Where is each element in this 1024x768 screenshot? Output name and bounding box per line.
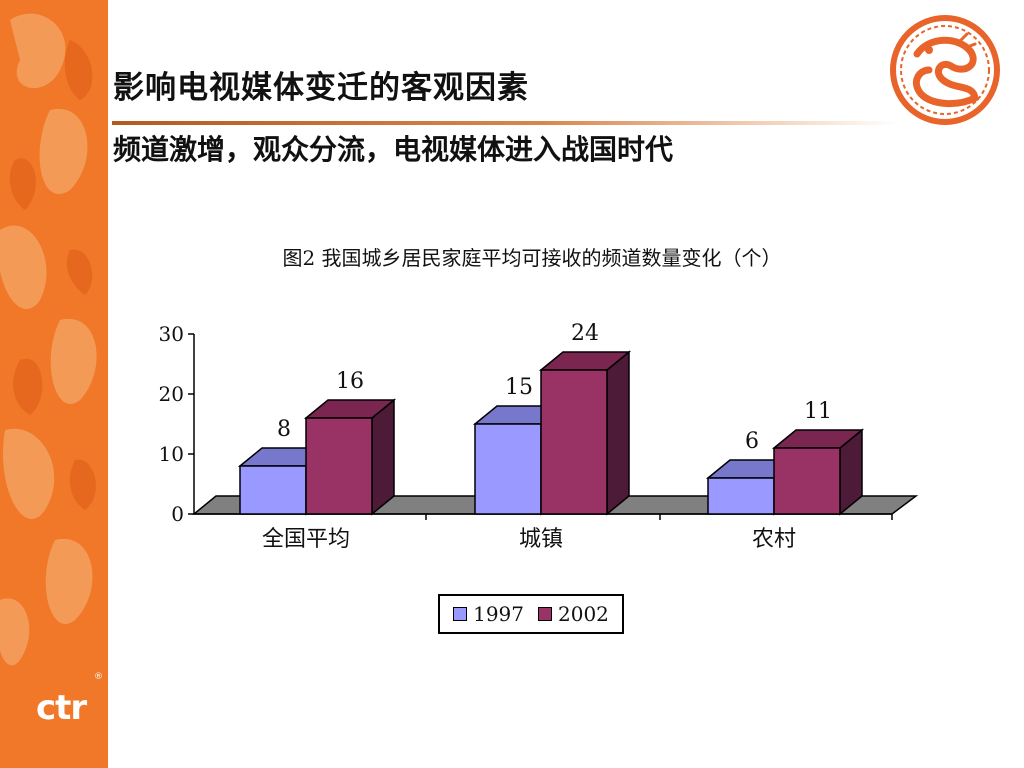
slide-title: 影响电视媒体变迁的客观因素 xyxy=(113,70,529,106)
data-label-全国平均-1997: 8 xyxy=(277,417,291,442)
chart-title: 图2 我国城乡居民家庭平均可接收的频道数量变化（个） xyxy=(282,246,782,270)
bar-全国平均-2002 xyxy=(303,398,397,516)
legend-item-1997: 1997 xyxy=(453,602,524,626)
data-label-农村-1997: 6 xyxy=(745,429,759,454)
y-tick-label: 0 xyxy=(171,502,184,526)
data-label-全国平均-2002: 16 xyxy=(336,369,364,394)
bar-城镇-2002 xyxy=(538,350,632,516)
bar-农村-2002 xyxy=(771,428,865,516)
x-category-label-2: 农村 xyxy=(752,527,796,552)
data-label-城镇-1997: 15 xyxy=(505,375,533,400)
legend-swatch-2002 xyxy=(538,607,552,621)
chart-legend: 1997 2002 xyxy=(438,594,624,634)
registered-mark: ® xyxy=(94,672,103,682)
legend-swatch-1997 xyxy=(453,607,468,621)
y-tick-label: 20 xyxy=(159,382,184,406)
brush-pattern xyxy=(0,13,97,666)
y-tick-label: 30 xyxy=(159,322,184,346)
data-label-农村-2002: 11 xyxy=(804,399,832,424)
ctr-logo: ctr xyxy=(36,688,87,728)
y-tick-label: 10 xyxy=(159,442,184,466)
x-category-label-0: 全国平均 xyxy=(262,527,350,552)
left-decorative-band: ctr ® xyxy=(0,0,108,768)
x-category-label-1: 城镇 xyxy=(519,527,563,552)
dragon-seal-logo xyxy=(890,15,1000,125)
legend-label-1997: 1997 xyxy=(473,602,524,626)
slide-subtitle: 频道激增，观众分流，电视媒体进入战国时代 xyxy=(113,133,674,166)
legend-item-2002: 2002 xyxy=(538,602,609,626)
title-underline xyxy=(112,121,898,125)
legend-label-2002: 2002 xyxy=(558,602,609,626)
data-label-城镇-2002: 24 xyxy=(571,321,599,346)
